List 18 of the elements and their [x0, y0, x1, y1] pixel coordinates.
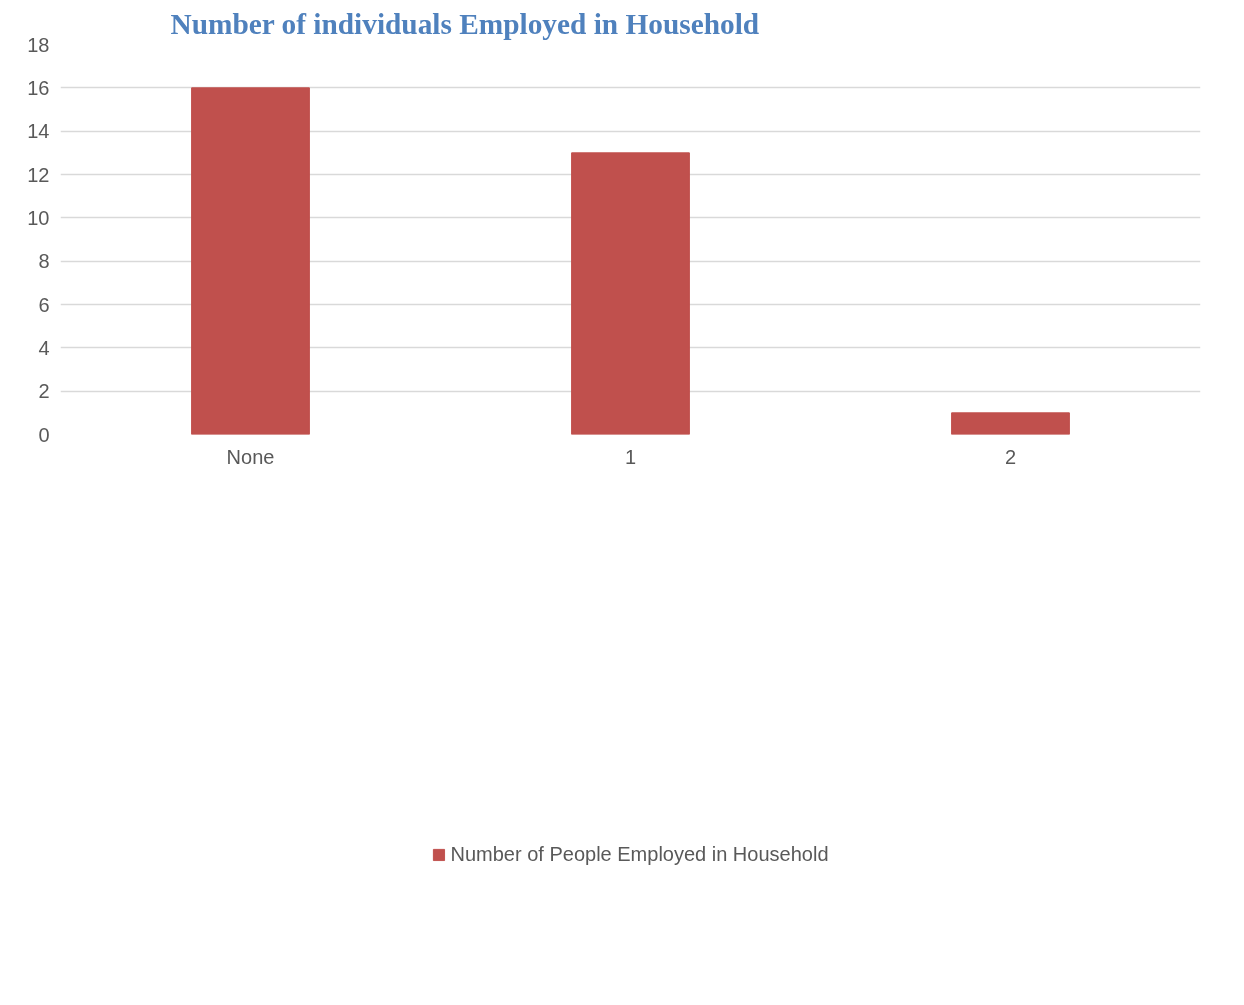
y-tick-label: 0 [38, 423, 50, 446]
y-tick-label: 16 [27, 76, 50, 99]
chart-title: Number of individuals Employed in Household [170, 7, 760, 40]
y-tick-label: 8 [38, 250, 50, 273]
y-tick-label: 4 [38, 336, 50, 359]
bar [571, 152, 690, 435]
x-tick-label: 1 [624, 445, 637, 468]
bar [951, 412, 1070, 435]
y-tick-label: 6 [38, 293, 50, 316]
x-tick-label: None [226, 445, 275, 468]
x-tick-label: 2 [1004, 445, 1017, 468]
y-tick-label: 14 [27, 120, 50, 143]
y-tick-label: 10 [27, 206, 50, 229]
y-tick-label: 18 [27, 33, 50, 56]
y-tick-label: 2 [38, 380, 50, 403]
legend-label: Number of People Employed in Household [450, 842, 829, 866]
y-tick-label: 12 [27, 163, 50, 186]
bar [191, 87, 310, 435]
